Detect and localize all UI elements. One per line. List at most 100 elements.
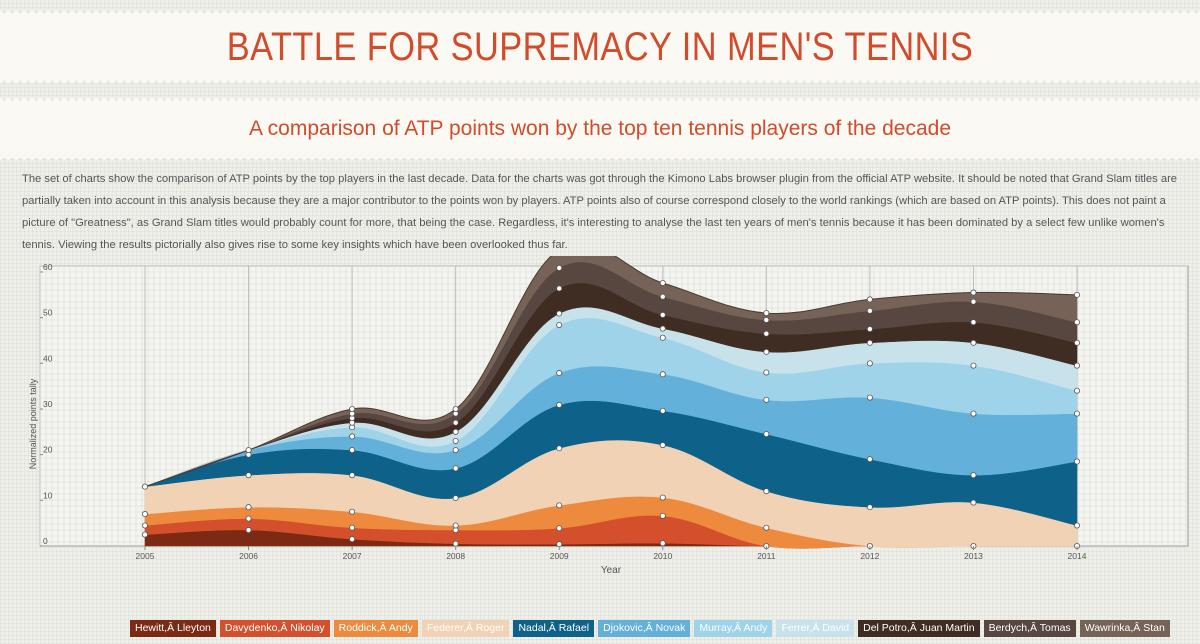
data-point[interactable] bbox=[245, 504, 252, 511]
data-point[interactable] bbox=[349, 524, 356, 531]
data-point[interactable] bbox=[141, 511, 148, 518]
x-tick-label: 2011 bbox=[757, 551, 776, 561]
data-point[interactable] bbox=[349, 405, 356, 412]
data-point[interactable] bbox=[556, 310, 563, 317]
data-point[interactable] bbox=[659, 325, 666, 332]
data-point[interactable] bbox=[141, 483, 148, 490]
data-point[interactable] bbox=[866, 394, 873, 401]
data-point[interactable] bbox=[556, 369, 563, 376]
area-series-group bbox=[144, 256, 1078, 549]
y-tick-label: 30 bbox=[43, 399, 53, 409]
data-point[interactable] bbox=[763, 348, 770, 355]
legend-item-del-potro[interactable]: Del Potro,Â Juan Martin bbox=[858, 620, 980, 637]
data-point[interactable] bbox=[763, 396, 770, 403]
data-point[interactable] bbox=[452, 465, 459, 472]
data-point[interactable] bbox=[556, 525, 563, 532]
legend-item-hewitt[interactable]: Hewitt,Â Lleyton bbox=[130, 620, 216, 637]
data-point[interactable] bbox=[1074, 319, 1081, 326]
data-point[interactable] bbox=[970, 298, 977, 305]
data-point[interactable] bbox=[1074, 458, 1081, 465]
data-point[interactable] bbox=[659, 512, 666, 519]
data-point[interactable] bbox=[763, 316, 770, 323]
data-point[interactable] bbox=[452, 522, 459, 529]
legend-item-djokovic[interactable]: Djokovic,Â Novak bbox=[598, 620, 691, 637]
legend-item-nadal[interactable]: Nadal,Â Rafael bbox=[513, 620, 595, 637]
data-point[interactable] bbox=[556, 541, 563, 548]
data-point[interactable] bbox=[556, 401, 563, 408]
data-point[interactable] bbox=[1074, 362, 1081, 369]
data-point[interactable] bbox=[452, 447, 459, 454]
data-point[interactable] bbox=[763, 310, 770, 317]
data-point[interactable] bbox=[659, 279, 666, 286]
data-point[interactable] bbox=[659, 311, 666, 318]
data-point[interactable] bbox=[970, 362, 977, 369]
data-point[interactable] bbox=[349, 447, 356, 454]
legend: Hewitt,Â Lleyton Davydenko,Â Nikolay Roddi… bbox=[130, 620, 1170, 638]
data-point[interactable] bbox=[245, 472, 252, 479]
data-point[interactable] bbox=[1074, 339, 1081, 346]
data-point[interactable] bbox=[452, 428, 459, 435]
data-point[interactable] bbox=[556, 321, 563, 328]
data-point[interactable] bbox=[866, 456, 873, 463]
data-point[interactable] bbox=[556, 264, 563, 271]
legend-item-roddick[interactable]: Roddick,Â Andy bbox=[333, 620, 418, 637]
data-point[interactable] bbox=[763, 369, 770, 376]
data-point[interactable] bbox=[245, 515, 252, 522]
data-point[interactable] bbox=[556, 502, 563, 509]
page-title: BATTLE FOR SUPREMACY IN MEN'S TENNIS bbox=[226, 25, 974, 69]
zigzag-edge-top bbox=[0, 97, 1200, 105]
data-point[interactable] bbox=[763, 431, 770, 438]
data-point[interactable] bbox=[349, 508, 356, 515]
data-point[interactable] bbox=[763, 330, 770, 337]
data-point[interactable] bbox=[970, 339, 977, 346]
data-point[interactable] bbox=[245, 447, 252, 454]
data-point[interactable] bbox=[659, 293, 666, 300]
data-point[interactable] bbox=[970, 410, 977, 417]
y-tick-label: 60 bbox=[43, 262, 53, 272]
data-point[interactable] bbox=[1074, 291, 1081, 298]
data-point[interactable] bbox=[659, 407, 666, 414]
data-point[interactable] bbox=[1074, 522, 1081, 529]
legend-item-berdych[interactable]: Berdych,Â Tomas bbox=[983, 620, 1076, 637]
legend-item-federer[interactable]: Federer,Â Roger bbox=[421, 620, 510, 637]
data-point[interactable] bbox=[452, 437, 459, 444]
data-point[interactable] bbox=[970, 319, 977, 326]
data-point[interactable] bbox=[659, 334, 666, 341]
legend-item-ferrer[interactable]: Ferrer,Â David bbox=[776, 620, 855, 637]
data-point[interactable] bbox=[349, 433, 356, 440]
data-point[interactable] bbox=[349, 472, 356, 479]
data-point[interactable] bbox=[763, 524, 770, 531]
data-point[interactable] bbox=[866, 504, 873, 511]
subtitle-banner: A comparison of ATP points won by the to… bbox=[0, 97, 1200, 161]
data-point[interactable] bbox=[1074, 387, 1081, 394]
legend-item-wawrinka[interactable]: Wawrinka,Â Stan bbox=[1079, 620, 1170, 637]
legend-item-davydenko[interactable]: Davydenko,Â Nikolay bbox=[219, 620, 330, 637]
data-point[interactable] bbox=[452, 495, 459, 502]
data-point[interactable] bbox=[970, 472, 977, 479]
data-point[interactable] bbox=[141, 531, 148, 538]
data-point[interactable] bbox=[1074, 410, 1081, 417]
data-point[interactable] bbox=[659, 540, 666, 547]
data-point[interactable] bbox=[659, 442, 666, 449]
data-point[interactable] bbox=[866, 296, 873, 303]
data-point[interactable] bbox=[141, 522, 148, 529]
data-point[interactable] bbox=[452, 540, 459, 547]
data-point[interactable] bbox=[970, 499, 977, 506]
data-point[interactable] bbox=[245, 527, 252, 534]
data-point[interactable] bbox=[659, 494, 666, 501]
data-point[interactable] bbox=[556, 445, 563, 452]
legend-item-murray[interactable]: Murray,Â Andy bbox=[694, 620, 773, 637]
data-point[interactable] bbox=[452, 405, 459, 412]
data-point[interactable] bbox=[866, 307, 873, 314]
data-point[interactable] bbox=[970, 289, 977, 296]
stacked-area-chart: 0 10 20 30 40 50 60 2005 2006 2007 2008 2009 2010 201… bbox=[28, 256, 1189, 576]
area-top-outline bbox=[144, 256, 1078, 488]
data-point[interactable] bbox=[556, 285, 563, 292]
data-point[interactable] bbox=[763, 488, 770, 495]
data-point[interactable] bbox=[349, 536, 356, 543]
data-point[interactable] bbox=[659, 371, 666, 378]
data-point[interactable] bbox=[866, 360, 873, 367]
data-point[interactable] bbox=[866, 339, 873, 346]
data-point[interactable] bbox=[866, 326, 873, 333]
data-point[interactable] bbox=[452, 419, 459, 426]
